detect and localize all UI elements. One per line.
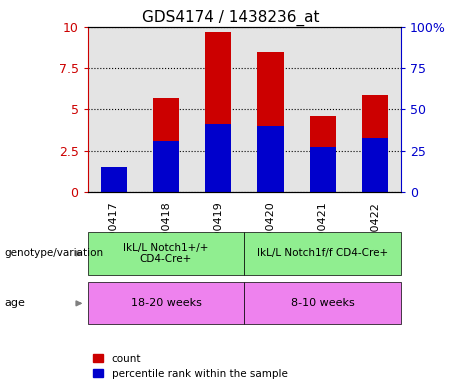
Legend: count, percentile rank within the sample: count, percentile rank within the sample <box>93 354 287 379</box>
Bar <box>88 27 140 192</box>
Text: age: age <box>5 298 25 308</box>
Bar <box>100 167 127 192</box>
Bar <box>296 27 349 192</box>
Bar <box>310 147 336 192</box>
Bar <box>362 137 388 192</box>
Text: 18-20 weeks: 18-20 weeks <box>130 298 201 308</box>
Bar <box>140 27 192 192</box>
Text: IkL/L Notch1+/+
CD4-Cre+: IkL/L Notch1+/+ CD4-Cre+ <box>123 243 209 264</box>
Bar <box>153 98 179 192</box>
Bar <box>257 52 284 192</box>
Bar <box>205 124 231 192</box>
Text: IkL/L Notch1f/f CD4-Cre+: IkL/L Notch1f/f CD4-Cre+ <box>257 248 388 258</box>
Bar <box>192 27 244 192</box>
Bar <box>310 116 336 192</box>
Bar <box>153 141 179 192</box>
Text: GDS4174 / 1438236_at: GDS4174 / 1438236_at <box>142 10 319 26</box>
Bar <box>362 94 388 192</box>
Text: 8-10 weeks: 8-10 weeks <box>291 298 355 308</box>
Bar <box>257 126 284 192</box>
Bar <box>349 27 401 192</box>
Text: genotype/variation: genotype/variation <box>5 248 104 258</box>
Bar <box>244 27 296 192</box>
Bar <box>100 170 127 192</box>
Bar <box>205 32 231 192</box>
